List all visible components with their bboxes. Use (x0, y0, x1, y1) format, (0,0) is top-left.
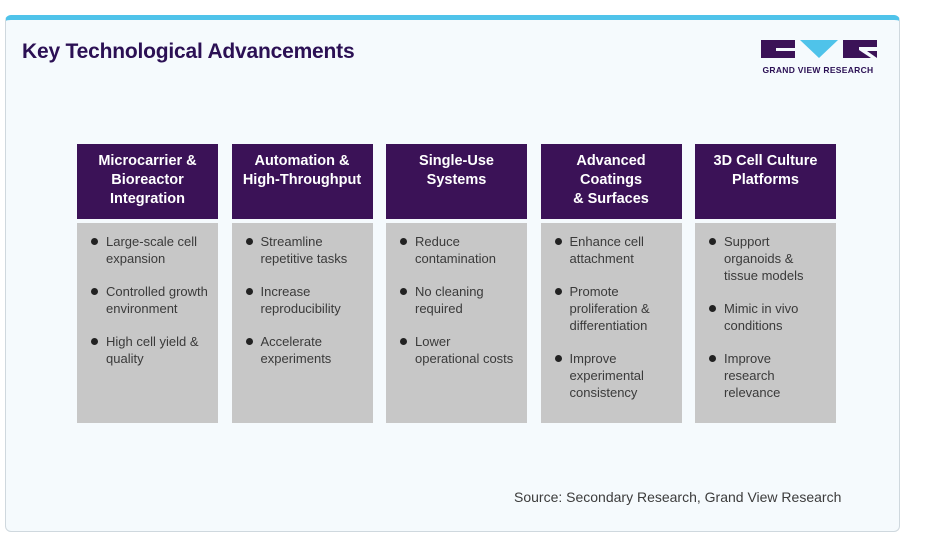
bullet-item: High cell yield & quality (89, 333, 218, 367)
bullet-text-line: quality (106, 351, 144, 366)
bullet-item: Accelerate experiments (244, 333, 373, 367)
page-title: Key Technological Advancements (22, 40, 355, 63)
column-header-line: Systems (426, 172, 487, 188)
column-header-line: Automation & (254, 153, 350, 169)
advancement-column: Advanced Coatings & Surfaces Enhance cell at… (540, 144, 682, 424)
bullet-item: Enhance cell attachment (553, 233, 682, 267)
bullet-item: Controlled growth environment (89, 283, 218, 317)
column-header: Automation & High-Throughput (231, 144, 373, 219)
bullet-item: Support organoids & tissue models (707, 233, 836, 284)
column-header-line: Advanced (576, 153, 646, 169)
bullet-item: Reduce contamination (398, 233, 527, 267)
bullet-text-line: Mimic in vivo (724, 301, 799, 316)
bullet-list: Large-scale cell expansion Controlled grow… (89, 233, 218, 367)
bullet-text-line: research (724, 368, 775, 383)
source-note: Source: Secondary Research, Grand View R… (514, 489, 842, 505)
bullet-text-line: required (415, 301, 463, 316)
column-header-line: Bioreactor (111, 172, 184, 188)
bullet-text-line: tissue models (724, 268, 804, 283)
bullet-item: Improve research relevance (707, 350, 836, 401)
bullet-text-line: Improve (569, 351, 617, 366)
bullet-list: Support organoids & tissue models Mimic in … (707, 233, 836, 401)
advancement-column: Automation & High-Throughput Streamline rep… (231, 144, 373, 424)
grand-view-research-logo: GRAND VIEW RESEARCH (754, 38, 882, 78)
column-header-line: Microcarrier & (98, 153, 197, 169)
logo-mark-icon (761, 40, 877, 58)
bullet-list: Streamline repetitive tasks Increase reprod… (244, 233, 373, 367)
advancements-columns: Microcarrier & Bioreactor Integration Large… (77, 144, 836, 424)
column-body: Reduce contamination No cleaning required Lo… (386, 223, 527, 423)
bullet-text-line: High cell yield & (106, 334, 199, 349)
bullet-text-line: Reduce (415, 234, 460, 249)
bullet-text-line: Increase (260, 284, 311, 299)
column-header: Single-Use Systems (386, 144, 527, 219)
bullet-text-line: expansion (106, 251, 166, 266)
column-header-line: Single-Use (419, 153, 494, 169)
bullet-item: Promote proliferation & differentiation (553, 283, 682, 334)
bullet-text-line: Accelerate (260, 334, 322, 349)
column-body: Enhance cell attachment Promote proliferati… (540, 223, 682, 423)
column-body: Streamline repetitive tasks Increase reprod… (231, 223, 373, 423)
advancement-column: 3D Cell Culture Platforms Support organoids… (695, 144, 836, 424)
bullet-item: Streamline repetitive tasks (244, 233, 373, 267)
bullet-item: Large-scale cell expansion (89, 233, 218, 267)
column-header: Advanced Coatings & Surfaces (540, 144, 682, 219)
bullet-text-line: organoids & (724, 251, 794, 266)
bullet-text-line: consistency (569, 385, 638, 400)
bullet-text-line: Support (724, 234, 770, 249)
advancement-column: Microcarrier & Bioreactor Integration Large… (77, 144, 218, 424)
bullet-text-line: Enhance cell (569, 234, 644, 249)
bullet-text-line: Improve (724, 351, 771, 366)
bullet-text-line: Promote (569, 284, 619, 299)
column-body: Large-scale cell expansion Controlled grow… (77, 223, 218, 423)
bullet-text-line: reproducibility (260, 301, 341, 316)
bullet-item: Increase reproducibility (244, 283, 373, 317)
bullet-text-line: environment (106, 301, 178, 316)
infographic-card: Key Technological Advancements GRAND VIE… (5, 15, 900, 532)
column-header-line: Platforms (732, 172, 799, 188)
bullet-text-line: repetitive tasks (260, 251, 348, 266)
bullet-text-line: Controlled growth (106, 284, 208, 299)
bullet-text-line: experiments (260, 351, 332, 366)
bullet-text-line: experimental (569, 368, 644, 383)
bullet-text-line: relevance (724, 385, 781, 400)
column-header-line: 3D Cell Culture (713, 153, 818, 169)
column-header: Microcarrier & Bioreactor Integration (77, 144, 218, 219)
logo-text: GRAND VIEW RESEARCH (762, 65, 874, 75)
bullet-text-line: conditions (724, 318, 783, 333)
column-header: 3D Cell Culture Platforms (695, 144, 836, 219)
bullet-list: Enhance cell attachment Promote proliferati… (553, 233, 682, 401)
bullet-item: Lower operational costs (398, 333, 527, 367)
column-header-line: & Surfaces (573, 191, 649, 207)
bullet-item: Improve experimental consistency (553, 350, 682, 401)
column-header-line: Coatings (579, 172, 643, 188)
column-header-line: Integration (110, 191, 185, 207)
bullet-text-line: operational costs (415, 351, 514, 366)
bullet-text-line: contamination (415, 251, 496, 266)
column-header-line: High-Throughput (242, 172, 362, 188)
bullet-item: No cleaning required (398, 283, 527, 317)
bullet-item: Mimic in vivo conditions (707, 300, 836, 334)
bullet-text-line: Lower (415, 334, 451, 349)
advancement-column: Single-Use Systems Reduce contamination No c… (386, 144, 527, 424)
bullet-text-line: proliferation & (569, 301, 650, 316)
bullet-text-line: attachment (569, 251, 634, 266)
bullet-list: Reduce contamination No cleaning required Lo… (398, 233, 527, 367)
bullet-text-line: No cleaning (415, 284, 484, 299)
column-body: Support organoids & tissue models Mimic in … (695, 223, 836, 423)
bullet-text-line: Streamline (260, 234, 323, 249)
bullet-text-line: Large-scale cell (106, 234, 198, 249)
bullet-text-line: differentiation (569, 318, 648, 333)
